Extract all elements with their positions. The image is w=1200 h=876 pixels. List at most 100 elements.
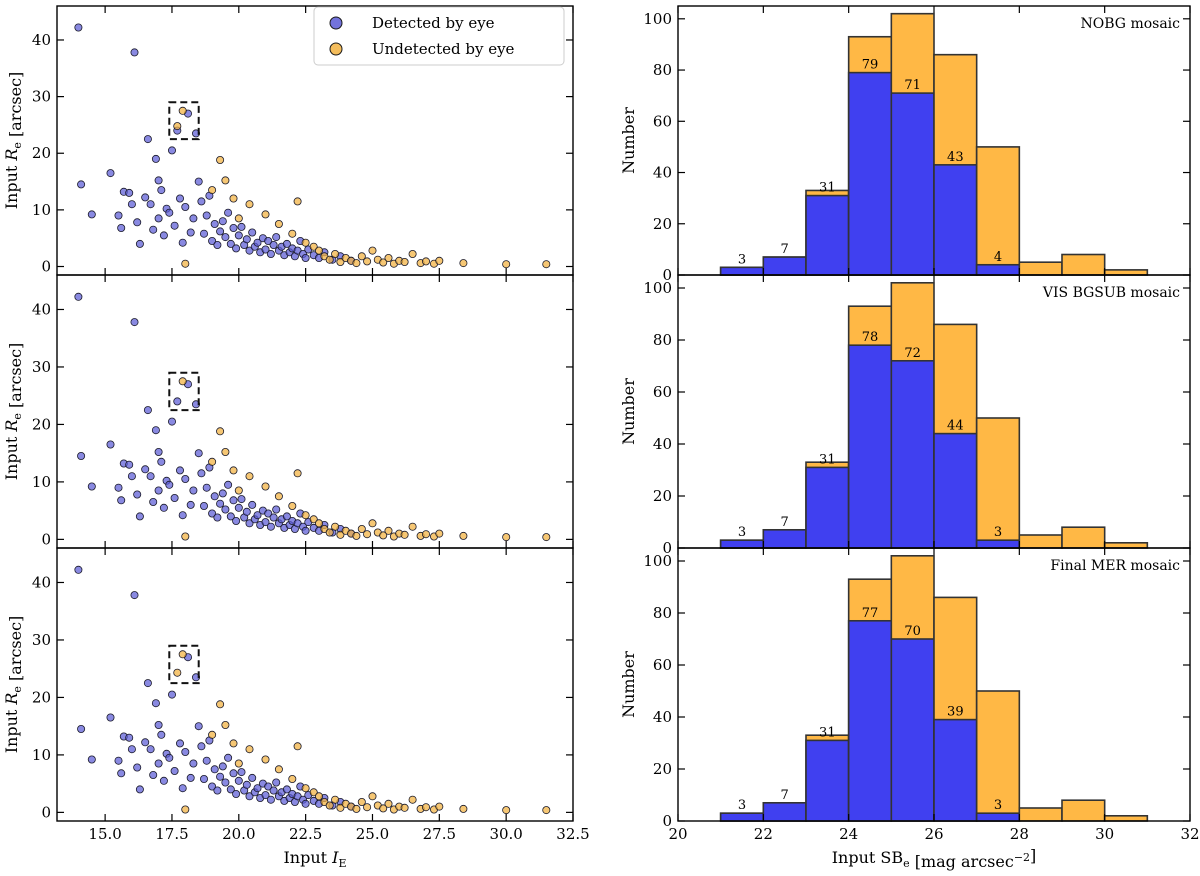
scatter-point	[272, 778, 281, 787]
scatter-point	[363, 803, 372, 812]
panel-top-right: 3 7 31 79 71 43 4 NOBG mosaic 0 20 40 60 80 100 Number	[619, 5, 1191, 284]
panel-bottom-left: 15.0 17.5 20.0 22.5 25.0 27.5 30.0 32.5 0 10 20 30 4…	[2, 547, 590, 870]
scatter-point	[542, 533, 551, 542]
scatter-point	[167, 417, 176, 426]
y-tick-label: 20	[653, 487, 672, 505]
scatter-point	[178, 377, 187, 386]
scatter-point	[77, 451, 86, 460]
scatter-point	[301, 526, 310, 535]
scatter-point	[293, 197, 302, 206]
scatter-point	[459, 804, 468, 813]
bar-data-label: 72	[904, 346, 921, 361]
scatter-point	[114, 756, 123, 765]
scatter-point	[242, 235, 251, 244]
scatter-point	[379, 804, 388, 813]
scatter-point	[146, 200, 155, 209]
scatter-point	[314, 246, 323, 255]
scatter-point	[408, 522, 417, 531]
scatter-point	[234, 486, 243, 495]
bar-undetected	[975, 146, 1021, 276]
y-tick-label: 0	[41, 530, 51, 548]
scatter-point	[181, 805, 190, 814]
scatter-point	[269, 513, 278, 522]
y-tick-label: 20	[32, 688, 51, 706]
scatter-point	[363, 530, 372, 539]
scatter-point	[181, 202, 190, 211]
x-tick-label: 28	[1010, 825, 1029, 843]
x-tick-label: 26	[924, 825, 943, 843]
scatter-point	[400, 257, 409, 266]
scatter-point	[301, 799, 310, 808]
y-tick-label: 0	[662, 812, 672, 830]
scatter-point	[229, 496, 238, 505]
scatter-point	[175, 739, 184, 748]
scatter-point	[336, 257, 345, 266]
scatter-point	[114, 483, 123, 492]
scatter-point	[197, 197, 206, 206]
scatter-point	[363, 257, 372, 266]
legend: Detected by eye Undetected by eye	[313, 6, 565, 66]
scatter-point	[178, 784, 187, 793]
scatter-point	[208, 509, 217, 518]
scatter-point	[421, 257, 430, 266]
scatter-point	[261, 518, 270, 527]
scatter-point	[368, 792, 377, 801]
scatter-point	[189, 759, 198, 768]
scatter-point	[77, 725, 86, 734]
scatter-point	[234, 231, 243, 240]
bar-detected	[762, 801, 807, 822]
scatter-point	[352, 804, 361, 813]
series-undetected	[173, 650, 551, 815]
scatter-point	[224, 753, 233, 762]
scatter-point	[357, 525, 366, 534]
scatter-point	[274, 765, 283, 774]
scatter-point	[352, 259, 361, 268]
scatter-point	[288, 775, 297, 784]
y-tick-label: 10	[32, 746, 51, 764]
scatter-point	[421, 530, 430, 539]
scatter-point	[194, 177, 203, 186]
y-tick-label: 20	[653, 215, 672, 233]
scatter-point	[293, 469, 302, 478]
scatter-point	[237, 222, 246, 231]
y-tick-label: 30	[32, 358, 51, 376]
scatter-point	[210, 219, 219, 228]
scatter-point	[261, 482, 270, 491]
scatter-point	[368, 519, 377, 528]
y-tick-label: 80	[653, 331, 672, 349]
scatter-point	[232, 244, 241, 253]
scatter-point	[175, 194, 184, 203]
scatter-point	[157, 186, 166, 195]
scatter-point	[159, 503, 168, 512]
scatter-point	[272, 505, 281, 514]
scatter-point	[210, 765, 219, 774]
scatter-point	[368, 246, 377, 255]
scatter-point	[400, 530, 409, 539]
scatter-point	[154, 176, 163, 185]
scatter-point	[194, 449, 203, 458]
scatter-point	[331, 249, 340, 258]
scatter-point	[221, 447, 230, 456]
highlight-box	[168, 101, 200, 141]
scatter-point	[357, 252, 366, 261]
scatter-point	[181, 259, 190, 268]
scatter-point	[186, 773, 195, 782]
y-tick-label: 100	[643, 279, 672, 297]
scatter-point	[87, 210, 96, 219]
bar-detected	[975, 263, 1021, 276]
bar-data-label: 3	[738, 252, 746, 267]
series-detected	[74, 292, 356, 538]
scatter-point	[157, 457, 166, 466]
scatter-point	[181, 474, 190, 483]
bar-data-label: 78	[862, 330, 879, 345]
scatter-point	[199, 229, 208, 238]
scatter-point	[221, 721, 230, 730]
y-tick-label: 20	[653, 760, 672, 778]
y-axis-label: Number	[619, 107, 638, 174]
x-tick-label: 17.5	[155, 825, 188, 843]
bar-data-label: 31	[819, 452, 836, 467]
scatter-point	[167, 690, 176, 699]
scatter-point	[301, 238, 310, 247]
y-tick-label: 80	[653, 604, 672, 622]
bar-detected	[933, 164, 978, 276]
